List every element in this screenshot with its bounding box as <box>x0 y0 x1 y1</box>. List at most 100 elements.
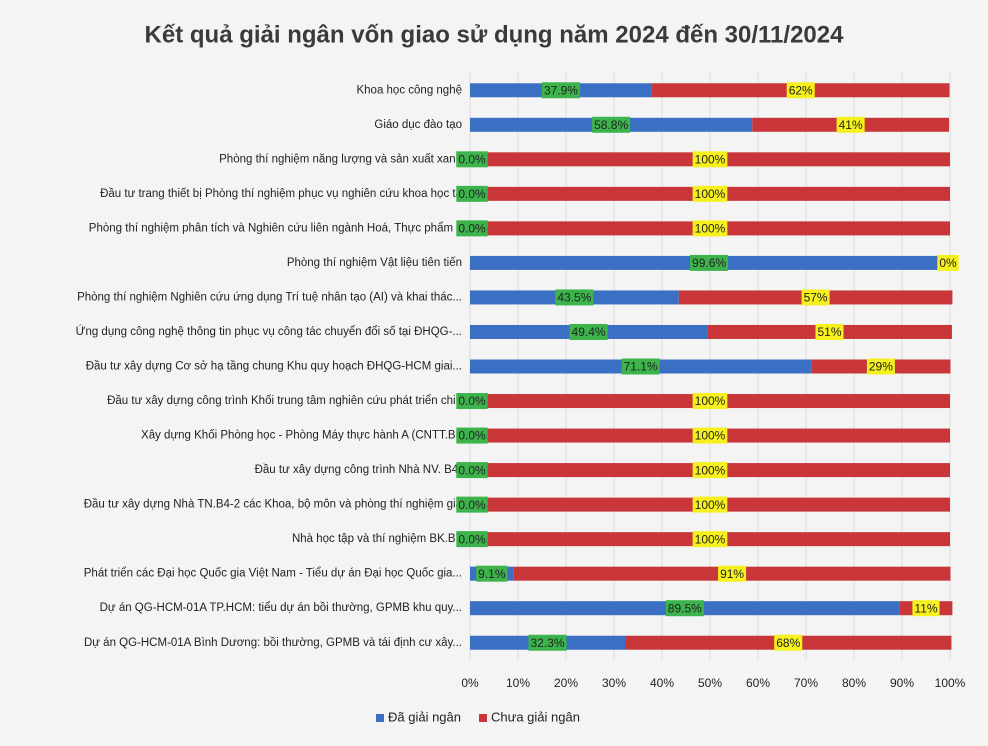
data-label: 89.5% <box>668 601 702 615</box>
data-label-bg <box>456 151 488 168</box>
y-tick-label: Khoa học công nghệ <box>356 84 462 96</box>
y-tick-label: Phòng thí nghiệm phân tích và Nghiên cứu… <box>89 222 462 234</box>
data-label-bg <box>456 462 488 479</box>
data-label: 0.0% <box>458 187 486 201</box>
y-tick-label: Phòng thí nghiệm Nghiên cứu ứng dụng Trí… <box>77 291 462 303</box>
data-label: 100% <box>695 152 726 166</box>
data-label-bg <box>569 323 608 340</box>
x-tick-label: 40% <box>650 676 674 690</box>
data-label: 37.9% <box>544 83 578 97</box>
legend-swatch <box>376 714 384 722</box>
y-tick-label: Dự án QG-HCM-01A Bình Dương: bồi thường,… <box>84 637 462 649</box>
data-label: 0.0% <box>458 498 486 512</box>
data-label-bg <box>937 254 959 271</box>
legend-swatch <box>479 714 487 722</box>
data-label: 68% <box>776 636 800 650</box>
y-tick-label: Đầu tư xây dựng công trình Khối trung tâ… <box>107 395 462 407</box>
data-label-bg <box>621 358 660 375</box>
x-tick-label: 30% <box>602 676 626 690</box>
data-label-bg <box>456 185 488 202</box>
x-tick-label: 70% <box>794 676 818 690</box>
data-label: 0.0% <box>458 463 486 477</box>
data-label-bg <box>718 565 747 582</box>
data-label: 57% <box>804 291 828 305</box>
data-label: 58.8% <box>594 118 628 132</box>
y-tick-label: Nhà học tập và thí nghiệm BK.B7 <box>292 533 462 545</box>
x-tick-label: 0% <box>461 676 479 690</box>
y-tick-label: Phòng thí nghiệm Vật liệu tiên tiến <box>287 257 462 269</box>
data-label: 100% <box>695 498 726 512</box>
y-tick-label: Dự án QG-HCM-01A TP.HCM: tiểu dự án bồi … <box>100 602 462 614</box>
x-tick-label: 80% <box>842 676 866 690</box>
legend-label: Chưa giải ngân <box>491 709 580 724</box>
data-label-bg <box>592 116 631 133</box>
data-label: 100% <box>695 429 726 443</box>
data-label: 0.0% <box>458 532 486 546</box>
data-label-bg <box>692 462 728 479</box>
data-label-bg <box>456 531 488 548</box>
data-label: 71.1% <box>624 360 658 374</box>
data-label: 32.3% <box>531 636 565 650</box>
y-tick-label: Phát triển các Đại học Quốc gia Việt Nam… <box>84 568 462 580</box>
data-label-bg <box>555 289 594 306</box>
y-tick-label: Đầu tư xây dựng Cơ sở hạ tầng chung Khu … <box>86 361 462 373</box>
y-tick-label: Phòng thí nghiệm năng lượng và sản xuất … <box>219 153 462 165</box>
data-label: 100% <box>695 222 726 236</box>
data-label-bg <box>476 565 508 582</box>
data-label: 41% <box>839 118 863 132</box>
data-label: 0.0% <box>458 429 486 443</box>
data-label-bg <box>456 393 488 410</box>
data-label: 0% <box>939 256 957 270</box>
data-label-bg <box>774 634 803 651</box>
data-label: 100% <box>695 394 726 408</box>
data-label: 49.4% <box>572 325 606 339</box>
y-tick-label: Đầu tư xây dựng Nhà TN.B4-2 các Khoa, bộ… <box>84 499 463 511</box>
x-tick-label: 10% <box>506 676 530 690</box>
data-label-bg <box>456 427 488 444</box>
data-label: 100% <box>695 463 726 477</box>
legend-label: Đã giải ngân <box>388 709 461 724</box>
x-tick-label: 100% <box>935 676 966 690</box>
y-tick-label: Đầu tư xây dựng công trình Nhà NV. B4- <box>255 464 463 476</box>
data-label-bg <box>801 289 830 306</box>
data-label: 100% <box>695 532 726 546</box>
y-tick-label: Đầu tư trang thiết bị Phòng thí nghiệm p… <box>100 188 463 200</box>
data-label-bg <box>692 220 728 237</box>
x-tick-label: 50% <box>698 676 722 690</box>
x-tick-label: 60% <box>746 676 770 690</box>
data-label-bg <box>836 116 865 133</box>
data-label: 0.0% <box>458 394 486 408</box>
chart-title: Kết quả giải ngân vốn giao sử dụng năm 2… <box>145 21 845 48</box>
data-label: 11% <box>914 601 937 615</box>
data-label: 91% <box>720 567 744 581</box>
data-label-bg <box>815 323 844 340</box>
data-label-bg <box>690 254 729 271</box>
data-label: 43.5% <box>557 291 591 305</box>
data-label: 0.0% <box>458 222 486 236</box>
data-label-bg <box>456 220 488 237</box>
data-label: 9.1% <box>478 567 506 581</box>
data-label-bg <box>692 393 728 410</box>
data-label-bg <box>692 427 728 444</box>
y-tick-label: Xây dựng Khối Phòng học - Phòng Máy thực… <box>141 430 462 442</box>
x-tick-label: 20% <box>554 676 578 690</box>
data-label: 100% <box>695 187 726 201</box>
data-label-bg <box>912 600 940 617</box>
data-label: 99.6% <box>692 256 726 270</box>
data-label-bg <box>786 82 815 99</box>
data-label: 0.0% <box>458 152 486 166</box>
data-label-bg <box>692 151 728 168</box>
data-label: 51% <box>818 325 842 339</box>
data-label-bg <box>456 496 488 513</box>
data-label-bg <box>692 185 728 202</box>
data-label-bg <box>541 82 580 99</box>
data-label-bg <box>665 600 704 617</box>
data-label: 62% <box>789 83 813 97</box>
y-tick-label: Giáo dục đào tạo <box>374 119 462 131</box>
data-label-bg <box>692 496 728 513</box>
data-label-bg <box>866 358 895 375</box>
x-tick-label: 90% <box>890 676 914 690</box>
data-label-bg <box>528 634 567 651</box>
data-label-bg <box>692 531 728 548</box>
